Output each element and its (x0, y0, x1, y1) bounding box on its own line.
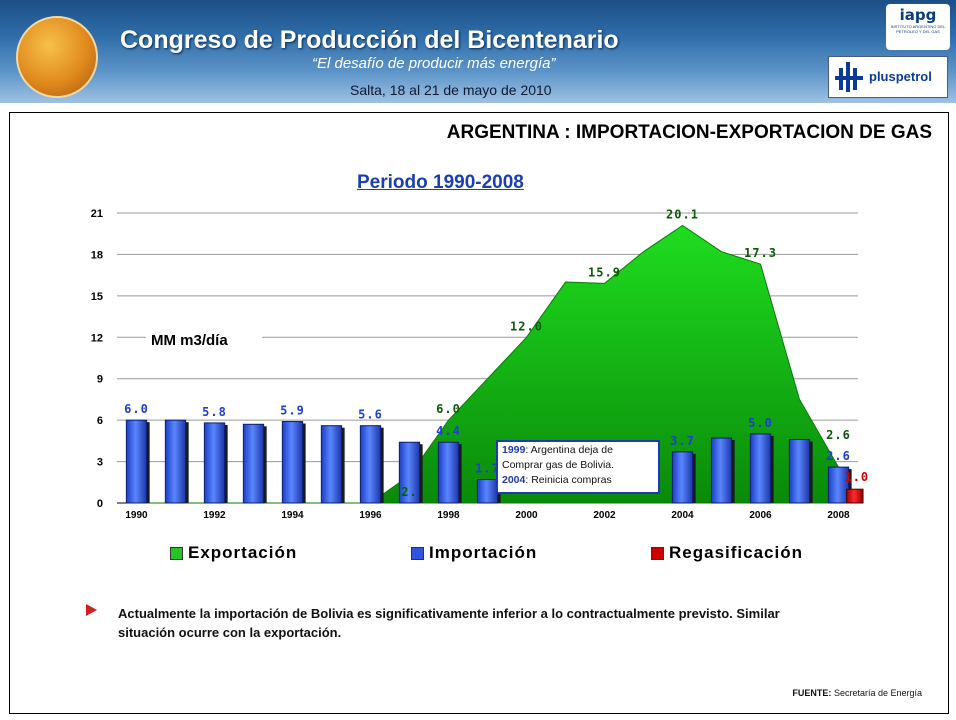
data-label: 2. (401, 485, 417, 499)
annotation-text-3: : Reinicia compras (525, 474, 612, 486)
chart-legend: Exportación Importación Regasificación (0, 543, 956, 565)
legend-label-regas: Regasificación (669, 543, 803, 562)
x-tick-label: 1990 (125, 510, 148, 521)
y-tick-label: 9 (97, 374, 103, 386)
legend-swatch-regas (651, 547, 664, 560)
data-label: 5.9 (280, 404, 305, 418)
iapg-logo: iapg INSTITUTO ARGENTINO DEL PETROLEO Y … (886, 4, 950, 50)
congress-subtitle: “El desafío de producir más energía” (312, 55, 556, 72)
x-tick-label: 1998 (437, 510, 460, 521)
import-bar-1995 (320, 425, 343, 504)
data-label: 6.0 (124, 402, 149, 416)
data-label: 17.3 (744, 246, 777, 260)
data-label: 12.0 (510, 319, 543, 333)
header-banner: Congreso de Producción del Bicentenario … (0, 0, 956, 103)
import-bar-2008 (827, 466, 850, 504)
regas-bar-2008 (846, 488, 864, 504)
import-bar-2007 (788, 438, 811, 504)
data-label: 6.0 (436, 402, 461, 416)
iapg-logo-subtitle: INSTITUTO ARGENTINO DEL PETROLEO Y DEL G… (890, 24, 946, 34)
source-note: FUENTE: Secretaría de Energía (792, 688, 922, 698)
import-bar-2005 (710, 437, 733, 504)
congress-logo (16, 16, 98, 98)
y-tick-label: 18 (91, 249, 103, 261)
y-tick-label: 0 (97, 498, 103, 510)
data-label: 15.9 (588, 265, 621, 279)
import-bar-1992 (203, 422, 226, 504)
import-bar-1997 (398, 441, 421, 504)
import-bar-1990 (125, 419, 148, 504)
pluspetrol-logo: pluspetrol (828, 56, 948, 98)
y-tick-label: 3 (97, 457, 103, 469)
bullet-arrow-icon (86, 604, 97, 616)
data-label: 2.6 (826, 449, 851, 463)
import-bar-2004 (671, 451, 694, 504)
data-label: 5.8 (202, 405, 227, 419)
import-bar-1994 (281, 421, 304, 504)
import-bar-1991 (164, 419, 187, 504)
congress-title: Congreso de Producción del Bicentenario (120, 26, 619, 54)
import-bar-1996 (359, 425, 382, 504)
y-axis-label: MM m3/día (151, 332, 228, 349)
legend-swatch-export (170, 547, 183, 560)
source-value: Secretaría de Energía (833, 688, 922, 698)
period-subtitle: Periodo 1990-2008 (357, 172, 524, 193)
x-tick-label: 2006 (749, 510, 772, 521)
annotation-year-2004: 2004 (502, 474, 526, 486)
x-tick-label: 2008 (827, 510, 850, 521)
import-bar-1993 (242, 423, 265, 504)
annotation-year-1999: 1999 (502, 444, 526, 456)
x-tick-label: 2004 (671, 510, 694, 521)
annotation-text-1: : Argentina deja de (525, 444, 613, 456)
bullet-text: Actualmente la importación de Bolivia es… (118, 606, 780, 640)
x-tick-label: 2002 (593, 510, 616, 521)
y-tick-label: 15 (91, 291, 103, 303)
pluspetrol-icon (835, 62, 863, 92)
data-label: 1.7 (475, 462, 500, 476)
legend-label-import: Importación (429, 543, 538, 562)
annotation-box: 1999: Argentina deja de Comprar gas de B… (496, 440, 660, 494)
data-label: 20.1 (666, 207, 699, 221)
import-bar-1998 (437, 441, 460, 504)
y-tick-label: 6 (97, 415, 103, 427)
pluspetrol-text: pluspetrol (869, 69, 932, 84)
x-tick-label: 1992 (203, 510, 226, 521)
congress-dates: Salta, 18 al 21 de mayo de 2010 (350, 82, 552, 98)
import-bar-2006 (749, 433, 772, 504)
x-tick-label: 1994 (281, 510, 304, 521)
data-label: 3.7 (670, 434, 695, 448)
data-label: 5.6 (358, 408, 383, 422)
slide-frame (9, 112, 949, 714)
data-label: 2.6 (826, 428, 851, 442)
iapg-logo-text: iapg (899, 6, 937, 24)
legend-swatch-import (411, 547, 424, 560)
y-tick-label: 12 (91, 332, 103, 344)
slide-heading: ARGENTINA : IMPORTACION-EXPORTACION DE G… (446, 122, 932, 143)
x-tick-label: 2000 (515, 510, 538, 521)
data-label: 5.0 (748, 416, 773, 430)
data-label: 4.4 (436, 424, 461, 438)
source-label: FUENTE: (792, 688, 832, 698)
legend-label-export: Exportación (188, 543, 298, 562)
import-bar-1999 (476, 479, 499, 504)
ylabel-background (146, 326, 262, 352)
x-tick-label: 1996 (359, 510, 382, 521)
y-tick-label: 21 (91, 208, 103, 220)
data-label: 1.0 (844, 470, 869, 484)
annotation-text-2: Comprar gas de Bolivia. (502, 459, 615, 471)
